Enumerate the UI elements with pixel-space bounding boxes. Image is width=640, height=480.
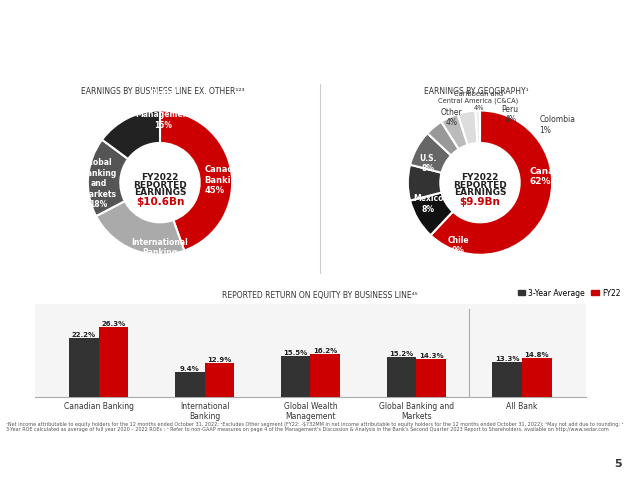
Wedge shape xyxy=(431,111,552,255)
Wedge shape xyxy=(410,134,451,173)
Text: $9.9Bn: $9.9Bn xyxy=(460,196,500,206)
Wedge shape xyxy=(96,202,184,255)
Text: Canada
62%: Canada 62% xyxy=(529,167,567,186)
Wedge shape xyxy=(160,111,232,251)
Wedge shape xyxy=(102,111,160,160)
Bar xyxy=(522,358,552,397)
Text: Caribbean and
Central America (C&CA)
4%: Caribbean and Central America (C&CA) 4% xyxy=(438,91,518,111)
Text: 15.2%: 15.2% xyxy=(389,350,413,356)
Text: 16.2%: 16.2% xyxy=(313,348,337,353)
Legend: 3-Year Average, FY22: 3-Year Average, FY22 xyxy=(515,285,623,300)
Text: Mexico
8%: Mexico 8% xyxy=(413,194,444,213)
Text: REPORTED RETURN ON EQUITY BY BUSINESS LINE⁴⁵: REPORTED RETURN ON EQUITY BY BUSINESS LI… xyxy=(222,290,418,299)
Text: 14.8%: 14.8% xyxy=(525,351,549,357)
Text: 15.5%: 15.5% xyxy=(284,349,308,355)
Text: International
Banking
23%: International Banking 23% xyxy=(132,237,188,267)
Text: Chile
9%: Chile 9% xyxy=(447,235,469,254)
Text: Peru
4%: Peru 4% xyxy=(502,105,519,124)
Text: 12.9%: 12.9% xyxy=(207,356,232,362)
Bar xyxy=(69,338,99,397)
Text: EARNINGS: EARNINGS xyxy=(454,187,506,196)
Text: EARNINGS BY GEOGRAPHY¹: EARNINGS BY GEOGRAPHY¹ xyxy=(424,87,529,96)
Text: Well Diversified Business with Strong Returns: Well Diversified Business with Strong Re… xyxy=(14,26,607,48)
Wedge shape xyxy=(442,115,468,150)
Text: Canadian
Banking
45%: Canadian Banking 45% xyxy=(205,165,249,194)
Bar xyxy=(175,372,205,397)
Wedge shape xyxy=(476,111,480,144)
Text: Global
Banking
and
Markets
18%: Global Banking and Markets 18% xyxy=(81,158,116,208)
Bar xyxy=(281,356,310,397)
Text: Other
4%: Other 4% xyxy=(440,108,462,127)
Wedge shape xyxy=(88,140,128,216)
Text: EARNINGS BY BUSINESS LINE EX. OTHER¹²³: EARNINGS BY BUSINESS LINE EX. OTHER¹²³ xyxy=(81,87,245,96)
Wedge shape xyxy=(458,111,477,145)
Text: Global
Wealth
Management
15%: Global Wealth Management 15% xyxy=(135,89,192,129)
Text: 26.3%: 26.3% xyxy=(101,321,125,326)
Text: FY2022: FY2022 xyxy=(461,173,499,182)
Text: Colombia
1%: Colombia 1% xyxy=(539,115,575,134)
Text: ¹Net income attributable to equity holders for the 12 months ended October 31, 2: ¹Net income attributable to equity holde… xyxy=(6,420,624,432)
Text: REPORTED: REPORTED xyxy=(453,180,507,189)
Text: U.S.
8%: U.S. 8% xyxy=(419,154,436,173)
Text: EARNINGS: EARNINGS xyxy=(134,187,186,196)
Bar xyxy=(99,327,129,397)
Text: 5: 5 xyxy=(614,458,621,468)
Bar xyxy=(387,357,416,397)
Bar xyxy=(492,362,522,397)
Text: 22.2%: 22.2% xyxy=(72,332,96,337)
Wedge shape xyxy=(410,193,453,236)
Text: 9.4%: 9.4% xyxy=(180,365,200,372)
Bar xyxy=(205,363,234,397)
Text: 14.3%: 14.3% xyxy=(419,352,444,359)
Bar xyxy=(310,354,340,397)
Text: REPORTED: REPORTED xyxy=(133,180,187,189)
Text: $10.6Bn: $10.6Bn xyxy=(136,196,184,206)
Text: 13.3%: 13.3% xyxy=(495,355,520,361)
Text: FY2022: FY2022 xyxy=(141,173,179,182)
Wedge shape xyxy=(428,122,459,156)
Bar xyxy=(416,359,446,397)
Wedge shape xyxy=(408,165,442,201)
